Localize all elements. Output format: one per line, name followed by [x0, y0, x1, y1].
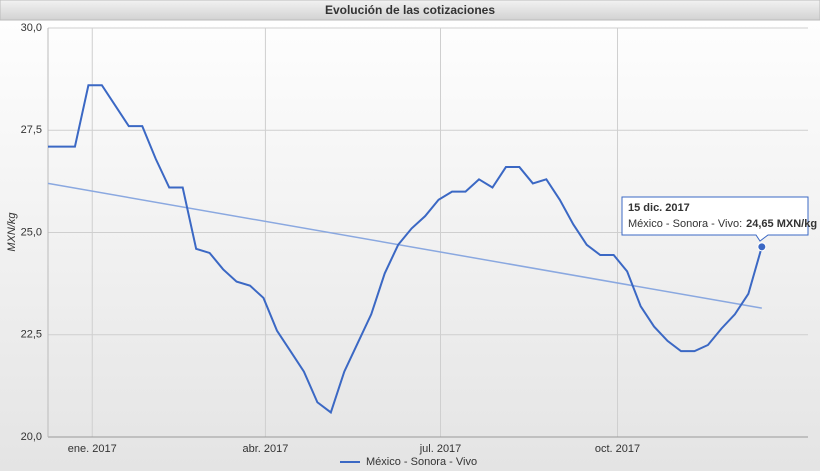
tooltip-box [621, 196, 809, 242]
x-tick-label: ene. 2017 [68, 443, 117, 455]
x-tick-label: oct. 2017 [595, 443, 640, 455]
y-tick-label: 20,0 [21, 431, 42, 443]
y-tick-label: 30,0 [21, 22, 42, 34]
y-tick-label: 27,5 [21, 124, 42, 136]
trend-line [47, 182, 762, 309]
chart-title: Evolución de las cotizaciones [325, 3, 495, 17]
y-tick-label: 25,0 [21, 226, 42, 238]
hover-point [757, 242, 767, 252]
line-series [48, 84, 763, 415]
tooltip-date: 15 dic. 2017 [628, 202, 690, 214]
tooltip-series: México - Sonora - Vivo: [628, 218, 742, 230]
title-bar [0, 0, 820, 21]
y-tick-label: 22,5 [21, 329, 42, 341]
y-axis-label: MXN/kg [6, 212, 18, 252]
tooltip-value: 24,65 MXN/kg [746, 218, 817, 230]
x-tick-label: abr. 2017 [242, 443, 288, 455]
x-tick-label: jul. 2017 [419, 443, 462, 455]
legend-label: México - Sonora - Vivo [366, 456, 477, 468]
